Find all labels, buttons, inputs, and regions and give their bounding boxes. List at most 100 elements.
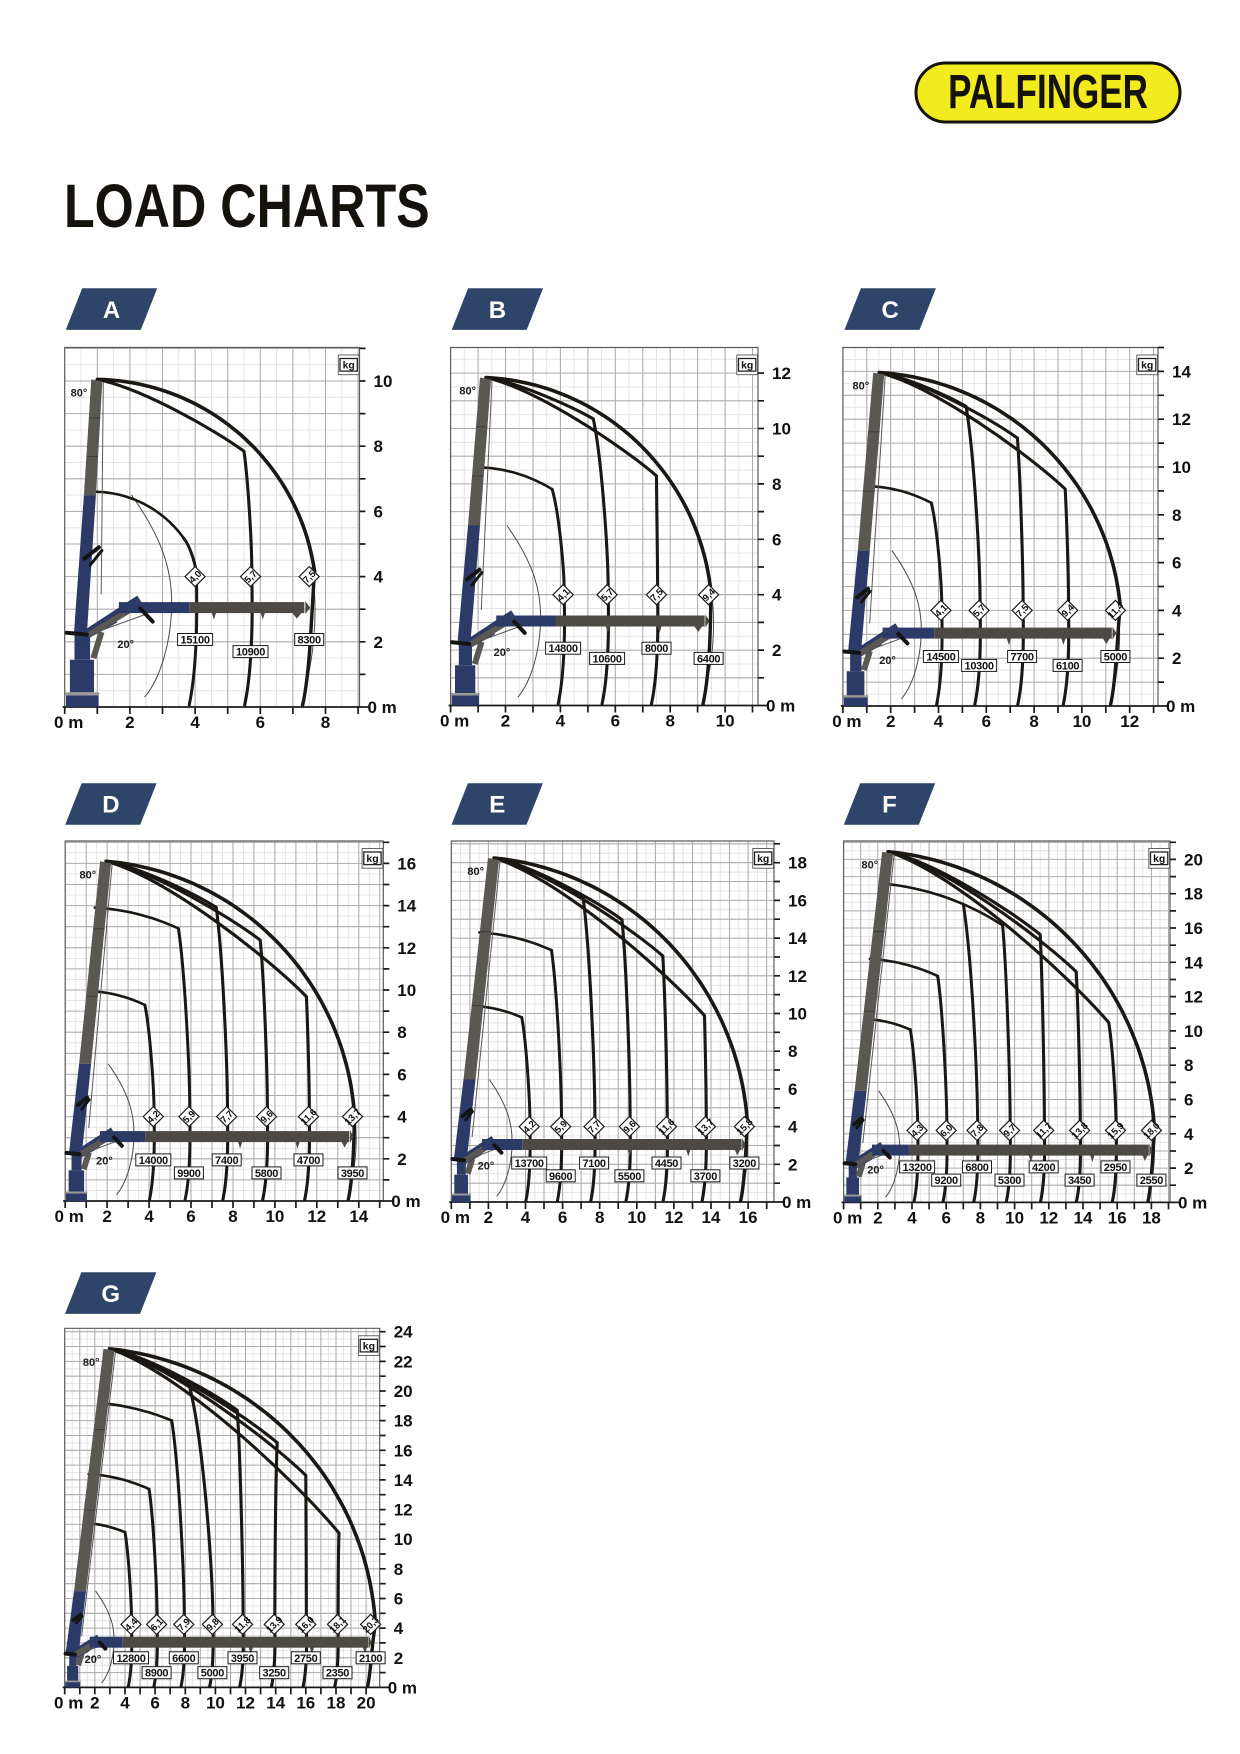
svg-text:4: 4: [521, 1208, 531, 1227]
svg-text:0 m: 0 m: [766, 697, 795, 716]
svg-text:2: 2: [397, 1150, 406, 1169]
svg-text:13200: 13200: [903, 1162, 932, 1174]
svg-text:0 m: 0 m: [782, 1193, 811, 1212]
svg-text:10: 10: [772, 420, 791, 439]
svg-text:16: 16: [397, 854, 416, 873]
svg-text:22: 22: [394, 1352, 413, 1371]
svg-text:14: 14: [1172, 362, 1191, 381]
svg-text:4450: 4450: [655, 1158, 678, 1170]
svg-text:16: 16: [1184, 919, 1203, 938]
svg-text:16: 16: [1108, 1208, 1127, 1227]
svg-text:3950: 3950: [341, 1168, 364, 1180]
svg-text:24: 24: [394, 1323, 413, 1342]
svg-text:2950: 2950: [1104, 1162, 1127, 1174]
svg-text:4700: 4700: [297, 1155, 320, 1167]
svg-text:9900: 9900: [177, 1168, 200, 1180]
svg-text:8: 8: [772, 475, 781, 494]
svg-text:12: 12: [394, 1501, 413, 1520]
svg-text:12: 12: [236, 1693, 255, 1712]
svg-text:12: 12: [772, 364, 791, 383]
svg-text:8000: 8000: [645, 643, 668, 655]
svg-text:0 m: 0 m: [55, 1207, 84, 1226]
svg-text:14: 14: [397, 897, 416, 916]
svg-text:12: 12: [397, 939, 416, 958]
svg-text:4200: 4200: [1032, 1162, 1055, 1174]
svg-text:4: 4: [772, 586, 782, 605]
svg-text:20°: 20°: [879, 655, 896, 667]
svg-text:4: 4: [120, 1693, 130, 1712]
svg-text:12: 12: [664, 1208, 683, 1227]
svg-text:2: 2: [484, 1208, 493, 1227]
svg-text:10: 10: [627, 1208, 646, 1227]
svg-text:4: 4: [144, 1207, 154, 1226]
svg-text:6: 6: [1172, 554, 1181, 573]
svg-text:7700: 7700: [1010, 652, 1033, 664]
svg-text:10: 10: [716, 712, 735, 731]
svg-text:18: 18: [788, 854, 807, 873]
svg-text:kg: kg: [1153, 853, 1165, 865]
svg-text:3450: 3450: [1068, 1175, 1091, 1187]
svg-text:0 m: 0 m: [832, 712, 861, 731]
svg-text:8: 8: [228, 1207, 237, 1226]
svg-text:F: F: [882, 792, 897, 819]
svg-text:kg: kg: [757, 853, 769, 865]
svg-text:18: 18: [394, 1412, 413, 1431]
svg-text:16: 16: [296, 1693, 315, 1712]
svg-text:14800: 14800: [549, 643, 578, 655]
svg-text:10600: 10600: [593, 653, 622, 665]
svg-text:4: 4: [907, 1208, 917, 1227]
svg-text:14: 14: [702, 1208, 721, 1227]
svg-text:5000: 5000: [1104, 652, 1127, 664]
svg-text:2: 2: [90, 1693, 99, 1712]
svg-text:5500: 5500: [618, 1171, 641, 1183]
svg-text:6: 6: [982, 712, 991, 731]
svg-text:5300: 5300: [998, 1175, 1021, 1187]
svg-text:6: 6: [788, 1080, 797, 1099]
svg-text:5800: 5800: [255, 1168, 278, 1180]
svg-text:D: D: [102, 792, 119, 819]
svg-text:10: 10: [265, 1207, 284, 1226]
svg-text:12: 12: [788, 967, 807, 986]
svg-text:2: 2: [788, 1155, 797, 1174]
svg-text:2: 2: [1184, 1159, 1193, 1178]
svg-text:20°: 20°: [867, 1164, 884, 1176]
svg-text:6: 6: [397, 1065, 406, 1084]
svg-text:2: 2: [102, 1207, 111, 1226]
svg-text:9200: 9200: [935, 1175, 958, 1187]
svg-text:4: 4: [397, 1108, 407, 1127]
svg-text:16: 16: [739, 1208, 758, 1227]
svg-text:15100: 15100: [181, 635, 210, 647]
svg-text:12: 12: [307, 1207, 326, 1226]
svg-text:16: 16: [788, 891, 807, 910]
svg-text:14: 14: [394, 1471, 413, 1490]
svg-text:4: 4: [394, 1619, 404, 1638]
svg-text:20: 20: [1184, 850, 1203, 869]
svg-text:8: 8: [665, 712, 674, 731]
svg-text:18: 18: [327, 1693, 346, 1712]
svg-text:2: 2: [873, 1208, 882, 1227]
svg-text:6: 6: [558, 1208, 567, 1227]
svg-text:12800: 12800: [116, 1653, 145, 1665]
svg-text:10: 10: [1072, 712, 1091, 731]
svg-text:6: 6: [150, 1693, 159, 1712]
svg-text:E: E: [489, 792, 505, 819]
svg-text:kg: kg: [366, 853, 378, 865]
svg-text:20°: 20°: [85, 1654, 102, 1666]
svg-text:10: 10: [206, 1693, 225, 1712]
svg-text:0 m: 0 m: [1178, 1193, 1207, 1212]
svg-text:80°: 80°: [71, 387, 88, 399]
svg-text:6: 6: [611, 712, 620, 731]
svg-text:6100: 6100: [1056, 660, 1079, 672]
svg-text:8900: 8900: [145, 1668, 168, 1680]
svg-text:80°: 80°: [467, 866, 484, 878]
svg-text:2: 2: [394, 1649, 403, 1668]
svg-text:8: 8: [397, 1023, 406, 1042]
svg-text:9600: 9600: [549, 1171, 572, 1183]
svg-text:4: 4: [1172, 601, 1182, 620]
svg-text:B: B: [489, 297, 506, 324]
svg-text:10900: 10900: [236, 647, 265, 659]
svg-text:8: 8: [374, 437, 383, 456]
svg-text:8: 8: [1172, 506, 1181, 525]
svg-text:0 m: 0 m: [440, 712, 469, 731]
svg-text:6: 6: [1184, 1091, 1193, 1110]
